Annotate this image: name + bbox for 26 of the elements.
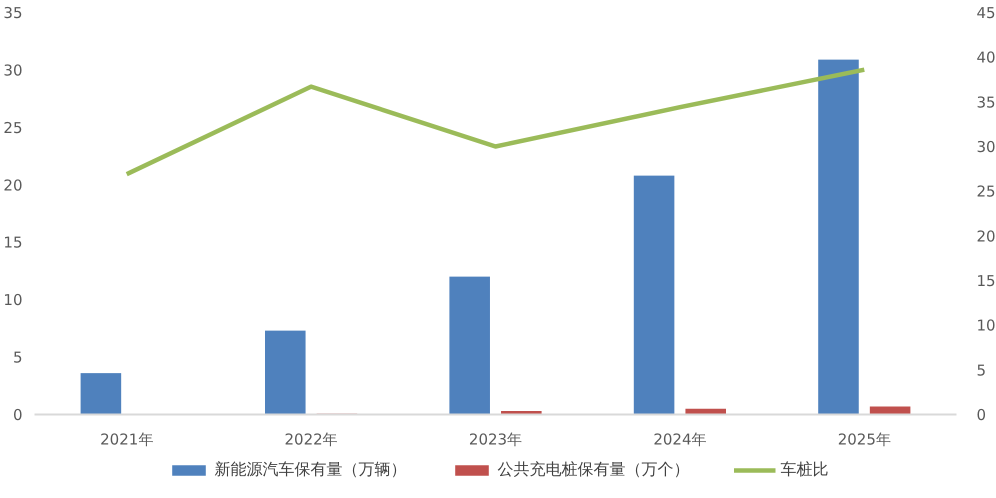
x-tick-label: 2023年: [468, 430, 522, 448]
y-tick-label: 30: [3, 61, 23, 80]
y2-tick-label: 5: [976, 361, 986, 380]
legend-label: 公共充电桩保有量（万个）: [498, 460, 690, 480]
y-tick-label: 20: [3, 176, 23, 194]
legend-label: 新能源汽车保有量（万辆）: [214, 460, 406, 480]
y-tick-label: 10: [3, 291, 23, 310]
x-tick-label: 2022年: [284, 430, 338, 448]
y2-tick-label: 25: [976, 182, 996, 201]
x-tick-label: 2025年: [838, 430, 891, 448]
y-tick-label: 5: [12, 348, 23, 367]
x-tick-label: 2021年: [100, 430, 154, 448]
y-tick-label: 0: [12, 406, 23, 424]
y2-tick-label: 20: [976, 227, 996, 246]
y2-tick-label: 45: [976, 4, 996, 22]
y2-tick-label: 35: [976, 93, 996, 112]
y2-tick-label: 40: [976, 48, 996, 67]
y-tick-label: 15: [3, 234, 23, 252]
y2-tick-label: 0: [976, 406, 986, 424]
y-tick-label: 35: [3, 4, 23, 22]
y2-tick-label: 30: [976, 138, 996, 156]
legend-label: 车桩比: [780, 460, 828, 480]
x-tick-label: 2024年: [653, 430, 706, 448]
y-tick-label: 25: [3, 118, 23, 137]
y2-tick-label: 15: [976, 272, 996, 290]
y2-tick-label: 10: [976, 316, 996, 335]
